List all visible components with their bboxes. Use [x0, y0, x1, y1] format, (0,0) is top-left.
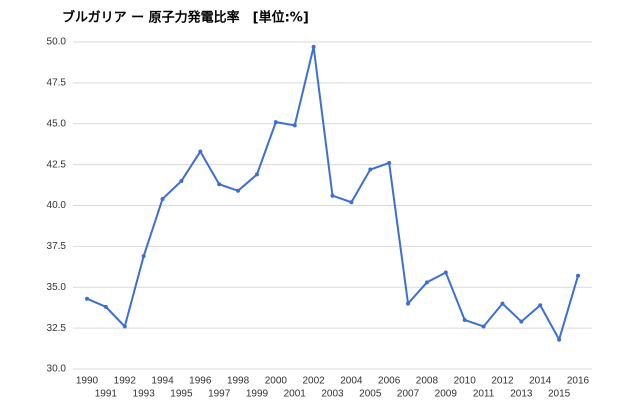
y-tick-label: 37.5	[47, 241, 67, 252]
x-tick-label: 2008	[416, 376, 439, 387]
data-point	[179, 178, 184, 183]
x-tick-label: 2006	[378, 376, 401, 387]
data-point	[387, 160, 392, 165]
data-point	[349, 200, 354, 205]
x-tick-label: 1997	[208, 389, 231, 400]
x-tick-label: 1999	[246, 389, 269, 400]
x-tick-label: 1995	[170, 389, 193, 400]
data-point	[443, 270, 448, 275]
data-point	[198, 149, 203, 154]
x-tick-label: 2009	[435, 389, 458, 400]
y-tick-label: 42.5	[47, 159, 67, 170]
data-point	[160, 196, 165, 201]
x-tick-label: 1993	[133, 389, 156, 400]
data-point	[273, 120, 278, 125]
y-tick-label: 32.5	[47, 323, 67, 334]
x-tick-label: 2004	[340, 376, 363, 387]
data-point	[462, 317, 467, 322]
x-tick-label: 2000	[265, 376, 288, 387]
data-point	[538, 303, 543, 308]
y-tick-label: 47.5	[47, 78, 67, 89]
data-point	[557, 337, 562, 342]
x-tick-label: 1990	[76, 376, 99, 387]
x-tick-label: 1996	[189, 376, 212, 387]
y-tick-label: 50.0	[47, 37, 67, 48]
data-line	[86, 46, 579, 343]
x-tick-label: 1991	[95, 389, 118, 400]
data-point	[254, 172, 259, 177]
x-tick-label: 2014	[529, 376, 552, 387]
x-tick-label: 1992	[114, 376, 137, 387]
data-point	[500, 301, 505, 306]
data-point	[481, 324, 486, 329]
x-tick-label: 2010	[454, 376, 477, 387]
x-tick-label: 2016	[567, 376, 590, 387]
y-tick-label: 30.0	[47, 364, 67, 375]
data-point	[85, 296, 89, 301]
data-point	[122, 324, 127, 329]
data-point	[292, 123, 297, 128]
data-point	[236, 188, 241, 193]
x-tick-label: 2003	[321, 389, 344, 400]
data-point	[406, 301, 411, 306]
y-tick-label: 35.0	[47, 282, 67, 293]
x-tick-label: 2013	[510, 389, 533, 400]
x-tick-label: 2015	[548, 389, 571, 400]
x-tick-label: 1998	[227, 376, 250, 387]
data-point	[424, 280, 429, 285]
data-point	[368, 167, 373, 172]
data-point	[141, 254, 146, 259]
data-point	[217, 182, 222, 187]
data-point	[519, 319, 524, 324]
chart-title: ブルガリア ー 原子力発電比率 [単位:%]	[62, 10, 309, 26]
x-tick-label: 2005	[359, 389, 382, 400]
x-tick-label: 2002	[302, 376, 325, 387]
y-tick-label: 40.0	[47, 200, 67, 211]
y-tick-label: 45.0	[47, 118, 67, 129]
data-point	[330, 193, 335, 198]
x-tick-label: 2011	[473, 389, 495, 400]
x-tick-label: 2007	[397, 389, 420, 400]
data-point	[311, 44, 316, 49]
x-tick-label: 1994	[151, 376, 174, 387]
data-point	[103, 304, 108, 309]
x-tick-label: 2001	[284, 389, 307, 400]
x-tick-label: 2012	[491, 376, 514, 387]
data-point	[576, 273, 580, 278]
